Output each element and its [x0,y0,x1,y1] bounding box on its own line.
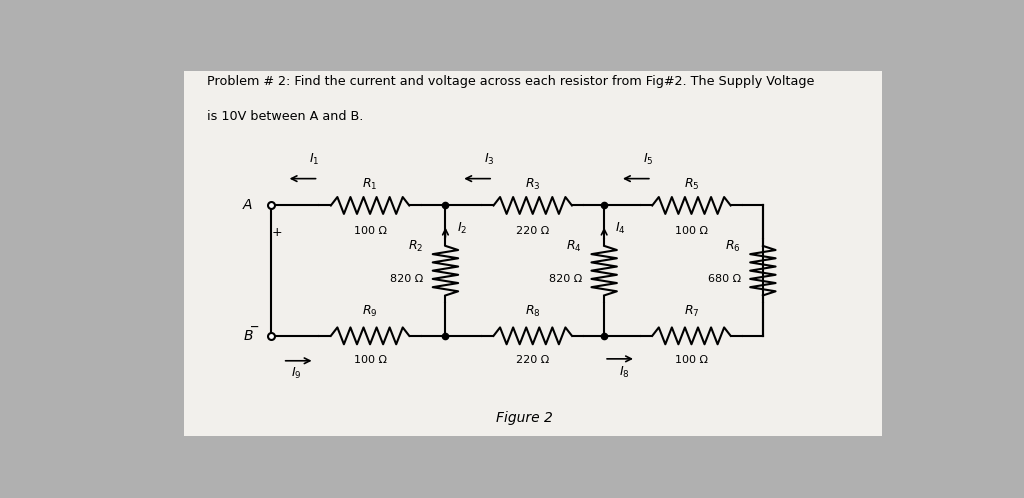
Text: Problem # 2: Find the current and voltage across each resistor from Fig#2. The S: Problem # 2: Find the current and voltag… [207,75,815,88]
Text: $I_1$: $I_1$ [309,152,319,167]
Text: $A$: $A$ [242,199,253,213]
Text: 100 Ω: 100 Ω [675,226,708,236]
Text: $B$: $B$ [243,329,253,343]
Text: 100 Ω: 100 Ω [353,226,386,236]
Text: $R_8$: $R_8$ [525,304,541,319]
Text: $R_9$: $R_9$ [362,304,378,319]
Text: 680 Ω: 680 Ω [708,274,740,284]
Text: $I_5$: $I_5$ [642,152,653,167]
Text: 100 Ω: 100 Ω [675,355,708,365]
Text: $I_2$: $I_2$ [457,221,467,237]
Text: 100 Ω: 100 Ω [353,355,386,365]
Text: $I_8$: $I_8$ [618,365,630,380]
Text: 820 Ω: 820 Ω [549,274,582,284]
Text: 820 Ω: 820 Ω [390,274,423,284]
Text: $I_4$: $I_4$ [615,221,626,237]
Text: Figure 2: Figure 2 [497,411,553,425]
Text: 220 Ω: 220 Ω [516,355,549,365]
Text: $R_4$: $R_4$ [566,239,582,253]
Text: $I_3$: $I_3$ [483,152,495,167]
Text: $R_5$: $R_5$ [684,177,699,192]
Text: $R_7$: $R_7$ [684,304,699,319]
Text: $R_2$: $R_2$ [408,239,423,253]
Text: $I_9$: $I_9$ [291,366,301,381]
FancyBboxPatch shape [183,71,882,436]
Text: 220 Ω: 220 Ω [516,226,549,236]
Text: $R_6$: $R_6$ [725,239,740,253]
Text: is 10V between A and B.: is 10V between A and B. [207,110,364,123]
Text: +: + [272,226,283,239]
Text: $R_3$: $R_3$ [525,177,541,192]
Text: $R_1$: $R_1$ [362,177,378,192]
